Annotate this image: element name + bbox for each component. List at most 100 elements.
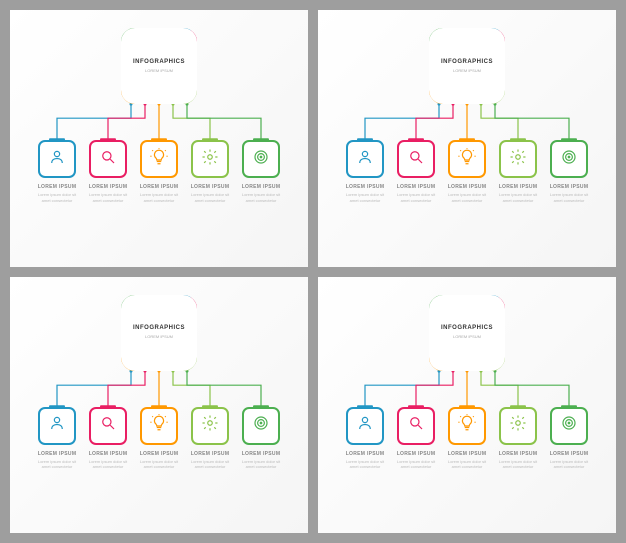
node-title: LOREM IPSUM bbox=[448, 184, 487, 190]
main-title: INFOGRAPHICS bbox=[441, 325, 493, 331]
node-text: Lorem ipsum dolor sit amet consectetur bbox=[447, 192, 487, 203]
node-title: LOREM IPSUM bbox=[191, 451, 230, 457]
infographic-panel: INFOGRAPHICS LOREM IPSUM LOREM IPSUM Lor… bbox=[318, 277, 616, 534]
node-text: Lorem ipsum dolor sit amet consectetur bbox=[498, 192, 538, 203]
nodes-row: LOREM IPSUM Lorem ipsum dolor sit amet c… bbox=[10, 407, 308, 470]
search-icon bbox=[407, 148, 425, 171]
node-title: LOREM IPSUM bbox=[499, 184, 538, 190]
node-text: Lorem ipsum dolor sit amet consectetur bbox=[345, 459, 385, 470]
target-icon bbox=[560, 414, 578, 437]
node-box bbox=[448, 407, 486, 445]
node-title: LOREM IPSUM bbox=[89, 451, 128, 457]
main-title: INFOGRAPHICS bbox=[133, 325, 185, 331]
node: LOREM IPSUM Lorem ipsum dolor sit amet c… bbox=[37, 407, 77, 470]
node: LOREM IPSUM Lorem ipsum dolor sit amet c… bbox=[396, 140, 436, 203]
person-icon bbox=[48, 414, 66, 437]
node-box bbox=[242, 140, 280, 178]
node-text: Lorem ipsum dolor sit amet consectetur bbox=[37, 192, 77, 203]
node: LOREM IPSUM Lorem ipsum dolor sit amet c… bbox=[345, 140, 385, 203]
node-title: LOREM IPSUM bbox=[191, 184, 230, 190]
node-title: LOREM IPSUM bbox=[38, 184, 77, 190]
node: LOREM IPSUM Lorem ipsum dolor sit amet c… bbox=[549, 407, 589, 470]
node-text: Lorem ipsum dolor sit amet consectetur bbox=[139, 459, 179, 470]
node: LOREM IPSUM Lorem ipsum dolor sit amet c… bbox=[88, 140, 128, 203]
search-icon bbox=[407, 414, 425, 437]
target-icon bbox=[252, 414, 270, 437]
main-subtitle: LOREM IPSUM bbox=[145, 68, 173, 73]
node-text: Lorem ipsum dolor sit amet consectetur bbox=[498, 459, 538, 470]
node-box bbox=[499, 407, 537, 445]
node: LOREM IPSUM Lorem ipsum dolor sit amet c… bbox=[549, 140, 589, 203]
node-box bbox=[499, 140, 537, 178]
node-box bbox=[140, 407, 178, 445]
gear-icon bbox=[509, 414, 527, 437]
main-title: INFOGRAPHICS bbox=[133, 59, 185, 65]
node-text: Lorem ipsum dolor sit amet consectetur bbox=[190, 192, 230, 203]
main-box: INFOGRAPHICS LOREM IPSUM bbox=[429, 295, 505, 371]
main-box: INFOGRAPHICS LOREM IPSUM bbox=[121, 28, 197, 104]
node: LOREM IPSUM Lorem ipsum dolor sit amet c… bbox=[190, 140, 230, 203]
bulb-icon bbox=[150, 148, 168, 171]
node: LOREM IPSUM Lorem ipsum dolor sit amet c… bbox=[498, 140, 538, 203]
node-title: LOREM IPSUM bbox=[448, 451, 487, 457]
nodes-row: LOREM IPSUM Lorem ipsum dolor sit amet c… bbox=[10, 140, 308, 203]
org-diagram: INFOGRAPHICS LOREM IPSUM LOREM IPSUM Lor… bbox=[318, 10, 616, 267]
node-box bbox=[550, 140, 588, 178]
infographic-panel: INFOGRAPHICS LOREM IPSUM LOREM IPSUM Lor… bbox=[318, 10, 616, 267]
gear-icon bbox=[201, 148, 219, 171]
node-box bbox=[140, 140, 178, 178]
node-box bbox=[38, 407, 76, 445]
node: LOREM IPSUM Lorem ipsum dolor sit amet c… bbox=[88, 407, 128, 470]
node-text: Lorem ipsum dolor sit amet consectetur bbox=[139, 192, 179, 203]
node-text: Lorem ipsum dolor sit amet consectetur bbox=[549, 192, 589, 203]
node-text: Lorem ipsum dolor sit amet consectetur bbox=[241, 192, 281, 203]
bulb-icon bbox=[458, 148, 476, 171]
node-title: LOREM IPSUM bbox=[38, 451, 77, 457]
node: LOREM IPSUM Lorem ipsum dolor sit amet c… bbox=[498, 407, 538, 470]
node-title: LOREM IPSUM bbox=[397, 451, 436, 457]
infographic-panel: INFOGRAPHICS LOREM IPSUM LOREM IPSUM Lor… bbox=[10, 277, 308, 534]
node: LOREM IPSUM Lorem ipsum dolor sit amet c… bbox=[37, 140, 77, 203]
search-icon bbox=[99, 148, 117, 171]
node-text: Lorem ipsum dolor sit amet consectetur bbox=[190, 459, 230, 470]
node: LOREM IPSUM Lorem ipsum dolor sit amet c… bbox=[396, 407, 436, 470]
node-text: Lorem ipsum dolor sit amet consectetur bbox=[345, 192, 385, 203]
node: LOREM IPSUM Lorem ipsum dolor sit amet c… bbox=[241, 140, 281, 203]
node-title: LOREM IPSUM bbox=[242, 451, 281, 457]
main-subtitle: LOREM IPSUM bbox=[453, 68, 481, 73]
org-diagram: INFOGRAPHICS LOREM IPSUM LOREM IPSUM Lor… bbox=[318, 277, 616, 534]
node-title: LOREM IPSUM bbox=[140, 451, 179, 457]
node-box bbox=[242, 407, 280, 445]
org-diagram: INFOGRAPHICS LOREM IPSUM LOREM IPSUM Lor… bbox=[10, 10, 308, 267]
node-box bbox=[346, 140, 384, 178]
main-subtitle: LOREM IPSUM bbox=[145, 334, 173, 339]
node-text: Lorem ipsum dolor sit amet consectetur bbox=[396, 192, 436, 203]
target-icon bbox=[252, 148, 270, 171]
node: LOREM IPSUM Lorem ipsum dolor sit amet c… bbox=[190, 407, 230, 470]
org-diagram: INFOGRAPHICS LOREM IPSUM LOREM IPSUM Lor… bbox=[10, 277, 308, 534]
search-icon bbox=[99, 414, 117, 437]
main-box: INFOGRAPHICS LOREM IPSUM bbox=[121, 295, 197, 371]
node-text: Lorem ipsum dolor sit amet consectetur bbox=[549, 459, 589, 470]
gear-icon bbox=[509, 148, 527, 171]
node-box bbox=[38, 140, 76, 178]
node-text: Lorem ipsum dolor sit amet consectetur bbox=[396, 459, 436, 470]
nodes-row: LOREM IPSUM Lorem ipsum dolor sit amet c… bbox=[318, 407, 616, 470]
node-title: LOREM IPSUM bbox=[499, 451, 538, 457]
bulb-icon bbox=[458, 414, 476, 437]
node-title: LOREM IPSUM bbox=[550, 184, 589, 190]
infographic-panel: INFOGRAPHICS LOREM IPSUM LOREM IPSUM Lor… bbox=[10, 10, 308, 267]
target-icon bbox=[560, 148, 578, 171]
main-box: INFOGRAPHICS LOREM IPSUM bbox=[429, 28, 505, 104]
node-box bbox=[448, 140, 486, 178]
main-subtitle: LOREM IPSUM bbox=[453, 334, 481, 339]
node-title: LOREM IPSUM bbox=[397, 184, 436, 190]
node-title: LOREM IPSUM bbox=[346, 184, 385, 190]
node-box bbox=[346, 407, 384, 445]
node-text: Lorem ipsum dolor sit amet consectetur bbox=[37, 459, 77, 470]
node-box bbox=[397, 140, 435, 178]
node: LOREM IPSUM Lorem ipsum dolor sit amet c… bbox=[345, 407, 385, 470]
node-box bbox=[550, 407, 588, 445]
person-icon bbox=[356, 148, 374, 171]
node: LOREM IPSUM Lorem ipsum dolor sit amet c… bbox=[447, 140, 487, 203]
